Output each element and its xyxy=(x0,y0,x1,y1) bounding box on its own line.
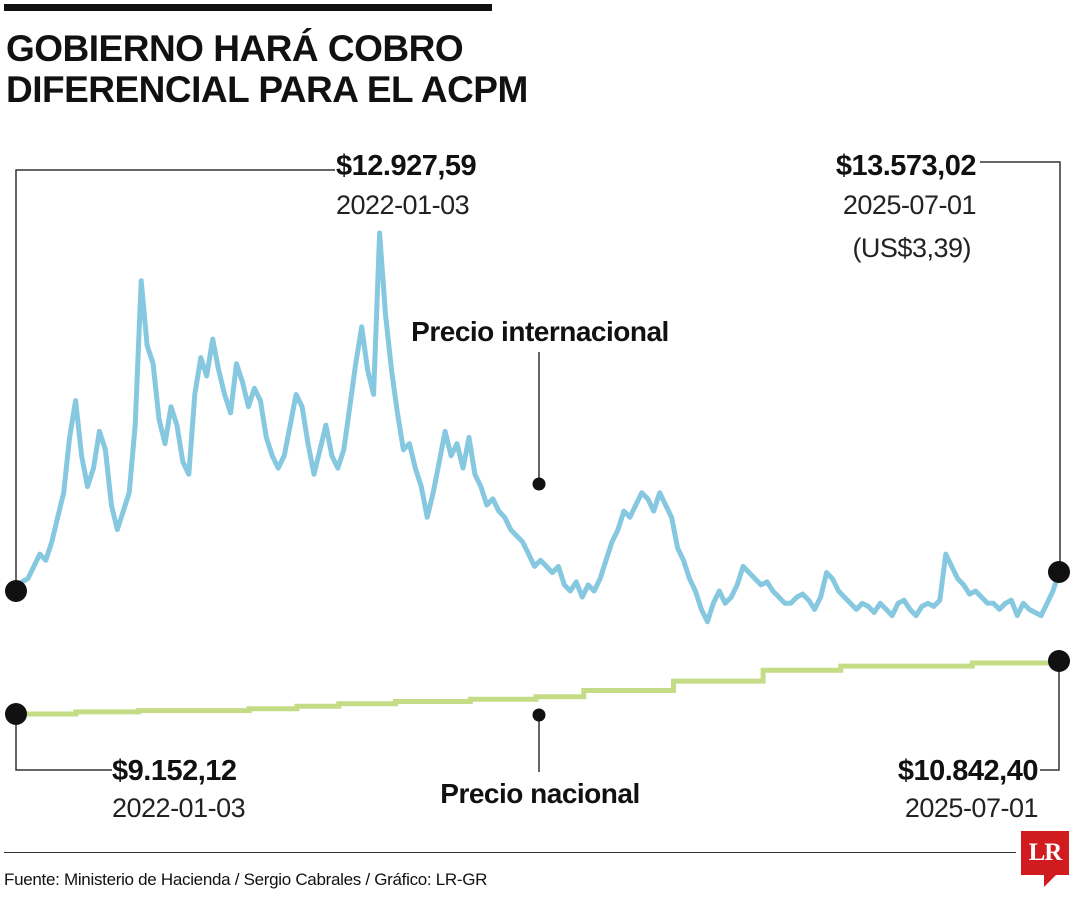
leader-intl-start xyxy=(15,169,335,590)
intl-peak-date: 2022-01-03 xyxy=(336,190,470,220)
series-label-precio-internacional: Precio internacional xyxy=(411,316,669,347)
markers xyxy=(5,477,1070,725)
marker-intl-mid xyxy=(532,477,546,491)
lr-logo: LR xyxy=(1021,831,1069,875)
nat-start-date: 2022-01-03 xyxy=(112,793,246,823)
intl-peak-value: $12.927,59 xyxy=(336,150,477,182)
chart-title: GOBIERNO HARÁ COBRO DIFERENCIAL PARA EL … xyxy=(6,28,528,110)
marker-intl-start xyxy=(5,580,27,602)
top-rule xyxy=(4,4,492,11)
leader-nat-start xyxy=(15,714,112,771)
leader-nat-end xyxy=(1040,661,1060,771)
nat-end-value: $10.842,40 xyxy=(897,755,1039,787)
lr-logo-text: LR xyxy=(1028,839,1063,866)
series-line-precio-internacional xyxy=(13,230,1062,625)
footer-rule xyxy=(4,852,1016,853)
nat-start-value: $9.152,12 xyxy=(112,755,237,787)
marker-intl-end xyxy=(1048,561,1070,583)
nat-end-date: 2025-07-01 xyxy=(904,793,1039,823)
series-label-precio-nacional: Precio nacional xyxy=(440,778,640,809)
intl-end-value: $13.573,02 xyxy=(835,150,977,182)
marker-nat-end xyxy=(1048,650,1070,672)
intl-end-usd: (US$3,39) xyxy=(852,233,971,263)
series-line-precio-nacional xyxy=(16,660,1062,717)
leader-intl-end xyxy=(980,161,1061,571)
marker-nat-mid xyxy=(532,708,546,722)
marker-nat-start xyxy=(5,703,27,725)
intl-end-date: 2025-07-01 xyxy=(842,190,977,220)
leader-lines xyxy=(15,161,1061,772)
source-note: Fuente: Ministerio de Hacienda / Sergio … xyxy=(4,870,488,889)
lr-logo-tail xyxy=(1044,873,1058,887)
